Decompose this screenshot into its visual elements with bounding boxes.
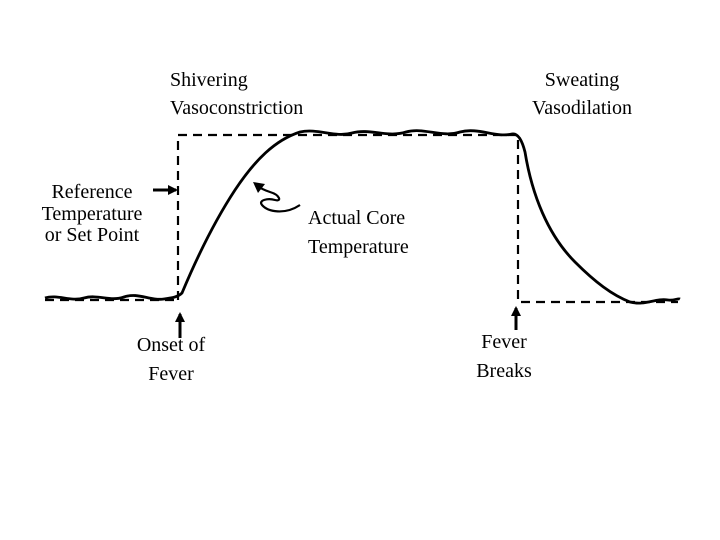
label-sweating-line2: Vasodilation [532,97,632,119]
label-breaks-line2: Breaks [476,360,532,382]
label-reference-line1: Reference [51,181,132,203]
label-reference-line3: or Set Point [45,224,140,246]
label-core-line2: Temperature [308,236,409,258]
label-shivering-line1: Shivering [170,69,248,91]
label-sweating-line1: Sweating [545,69,619,91]
label-shivering-line2: Vasoconstriction [170,97,303,119]
label-onset-line2: Fever [148,363,194,385]
label-onset: Onset of Fever [137,334,206,385]
core-pointer-arrow [257,185,301,213]
label-reference-line2: Temperature [42,203,143,225]
label-sweating: Sweating Vasodilation [532,69,632,119]
core-temperature-curve [44,129,681,305]
label-onset-line1: Onset of [137,334,206,356]
label-core-line1: Actual Core [308,207,405,229]
set-point-dashed-line [176,133,678,304]
label-reference: Reference Temperature or Set Point [42,181,143,246]
core-pointer-arrowhead [253,182,265,193]
label-breaks-line1: Fever [481,331,527,353]
label-fever-breaks: Fever Breaks [476,331,532,382]
label-shivering: Shivering Vasoconstriction [170,69,303,119]
label-core: Actual Core Temperature [308,207,409,258]
